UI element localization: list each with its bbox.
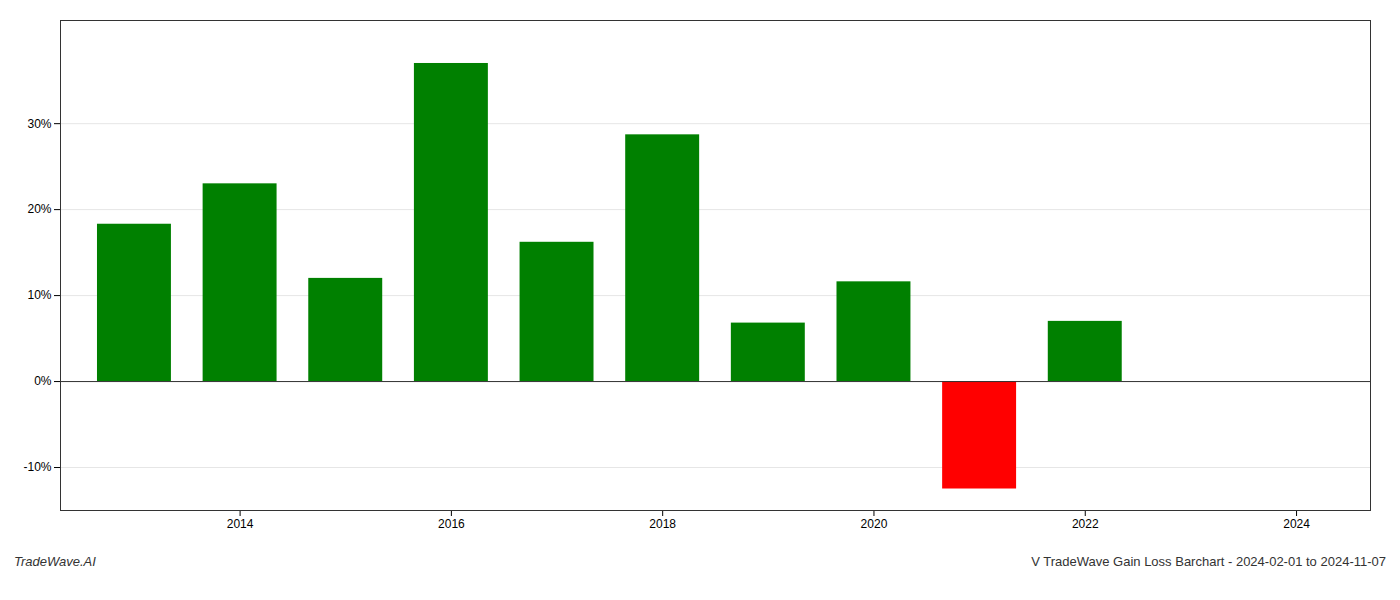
svg-text:20%: 20% xyxy=(27,202,51,216)
html-text:V TradeWave Gain Loss Barchart: V TradeWave Gain Loss Barchart - 2024-02… xyxy=(1031,554,1386,569)
svg-text:-10%: -10% xyxy=(23,460,51,474)
html-text:TradeWave.AI: TradeWave.AI xyxy=(14,554,96,569)
svg-text:30%: 30% xyxy=(27,116,51,130)
svg-text:2018: 2018 xyxy=(649,517,676,531)
svg-text:10%: 10% xyxy=(27,288,51,302)
svg-text:0%: 0% xyxy=(34,374,52,388)
svg-text:2014: 2014 xyxy=(227,517,254,531)
svg-text:2024: 2024 xyxy=(1283,517,1310,531)
svg-text:2016: 2016 xyxy=(438,517,465,531)
svg-text:2020: 2020 xyxy=(861,517,888,531)
svg-text:2022: 2022 xyxy=(1072,517,1099,531)
